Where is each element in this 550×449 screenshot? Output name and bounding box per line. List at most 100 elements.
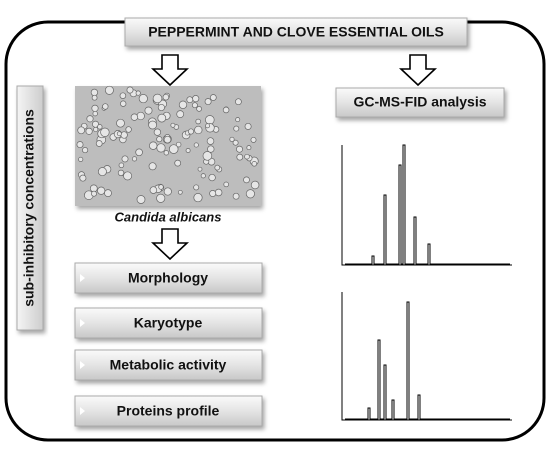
analysis-label: GC-MS-FID analysis <box>353 94 486 110</box>
box-notch <box>80 407 85 415</box>
cell <box>214 164 221 171</box>
cell <box>175 141 182 148</box>
arrow <box>150 54 190 87</box>
cell <box>236 145 243 153</box>
cell <box>117 169 125 177</box>
chromatogram <box>341 144 512 266</box>
cell <box>97 186 106 195</box>
assay-label: Proteins profile <box>117 403 220 419</box>
cell <box>156 193 166 203</box>
cell <box>79 174 87 182</box>
cell <box>104 85 114 95</box>
cell <box>149 186 158 194</box>
cell <box>178 100 188 109</box>
analysis-box <box>335 87 505 118</box>
cell <box>163 150 169 156</box>
box-notch <box>80 361 85 369</box>
assay-list: Morphology Karyotype Metabolic activity Pro… <box>74 262 263 427</box>
cell <box>250 180 260 190</box>
cell <box>177 189 183 195</box>
cell <box>131 156 138 162</box>
cell <box>163 187 172 196</box>
arrow <box>150 228 190 261</box>
cell <box>168 144 179 154</box>
cell <box>163 135 172 144</box>
cell <box>244 153 250 160</box>
cell <box>206 137 215 145</box>
cell <box>235 98 242 106</box>
chromatogram <box>341 292 512 421</box>
cell <box>148 120 157 130</box>
cell <box>136 111 145 121</box>
box-notch <box>80 319 85 327</box>
cell <box>209 94 217 101</box>
side-label: sub-inhibitory concentrations <box>21 109 37 307</box>
cell <box>100 127 110 137</box>
cell <box>193 184 200 191</box>
cell <box>193 142 199 148</box>
cell <box>92 110 98 117</box>
cell <box>250 136 257 143</box>
assay-label: Karyotype <box>134 315 203 331</box>
cell <box>156 136 163 143</box>
cell <box>197 166 203 172</box>
cell <box>149 141 158 150</box>
cell <box>186 96 194 104</box>
cell <box>126 86 134 94</box>
cell <box>120 100 127 107</box>
arrow <box>398 54 438 87</box>
cell <box>214 188 223 197</box>
cell <box>205 123 211 129</box>
cell <box>156 143 166 153</box>
assay-box <box>74 349 263 381</box>
cell <box>192 95 200 103</box>
cell <box>243 176 250 184</box>
cell <box>91 104 99 112</box>
cell <box>153 128 162 136</box>
cell <box>236 153 244 161</box>
cell <box>223 181 229 188</box>
cell <box>195 118 201 125</box>
cell <box>244 122 252 130</box>
cell <box>245 189 255 199</box>
cell <box>158 184 164 190</box>
cell <box>90 88 99 97</box>
cell <box>193 193 203 203</box>
cell <box>235 117 241 123</box>
cell <box>152 93 163 104</box>
cell <box>144 106 153 115</box>
cell <box>148 162 157 171</box>
cell <box>97 124 103 130</box>
cell <box>205 115 215 125</box>
assay-box <box>74 395 263 427</box>
cell <box>118 162 125 169</box>
cell <box>91 190 97 197</box>
cell <box>202 151 213 161</box>
cell <box>116 118 125 128</box>
cell <box>162 93 170 101</box>
cell <box>209 190 217 197</box>
cell <box>138 94 148 104</box>
cell <box>200 173 206 179</box>
cell <box>130 113 139 121</box>
cell <box>208 173 216 182</box>
cell <box>232 192 240 200</box>
cell <box>176 110 185 118</box>
cell <box>91 94 98 101</box>
cell <box>157 113 167 123</box>
cell <box>136 195 146 204</box>
cell <box>194 125 203 135</box>
cell <box>229 136 235 142</box>
assay-box <box>74 262 263 294</box>
assay-label: Morphology <box>128 270 208 286</box>
image-caption: Candida albicans <box>115 209 222 224</box>
cell <box>93 126 99 133</box>
cell <box>116 131 122 137</box>
cell <box>76 141 84 149</box>
cell <box>77 126 86 135</box>
cell <box>121 155 129 163</box>
cell <box>120 131 128 139</box>
cell <box>174 159 182 167</box>
